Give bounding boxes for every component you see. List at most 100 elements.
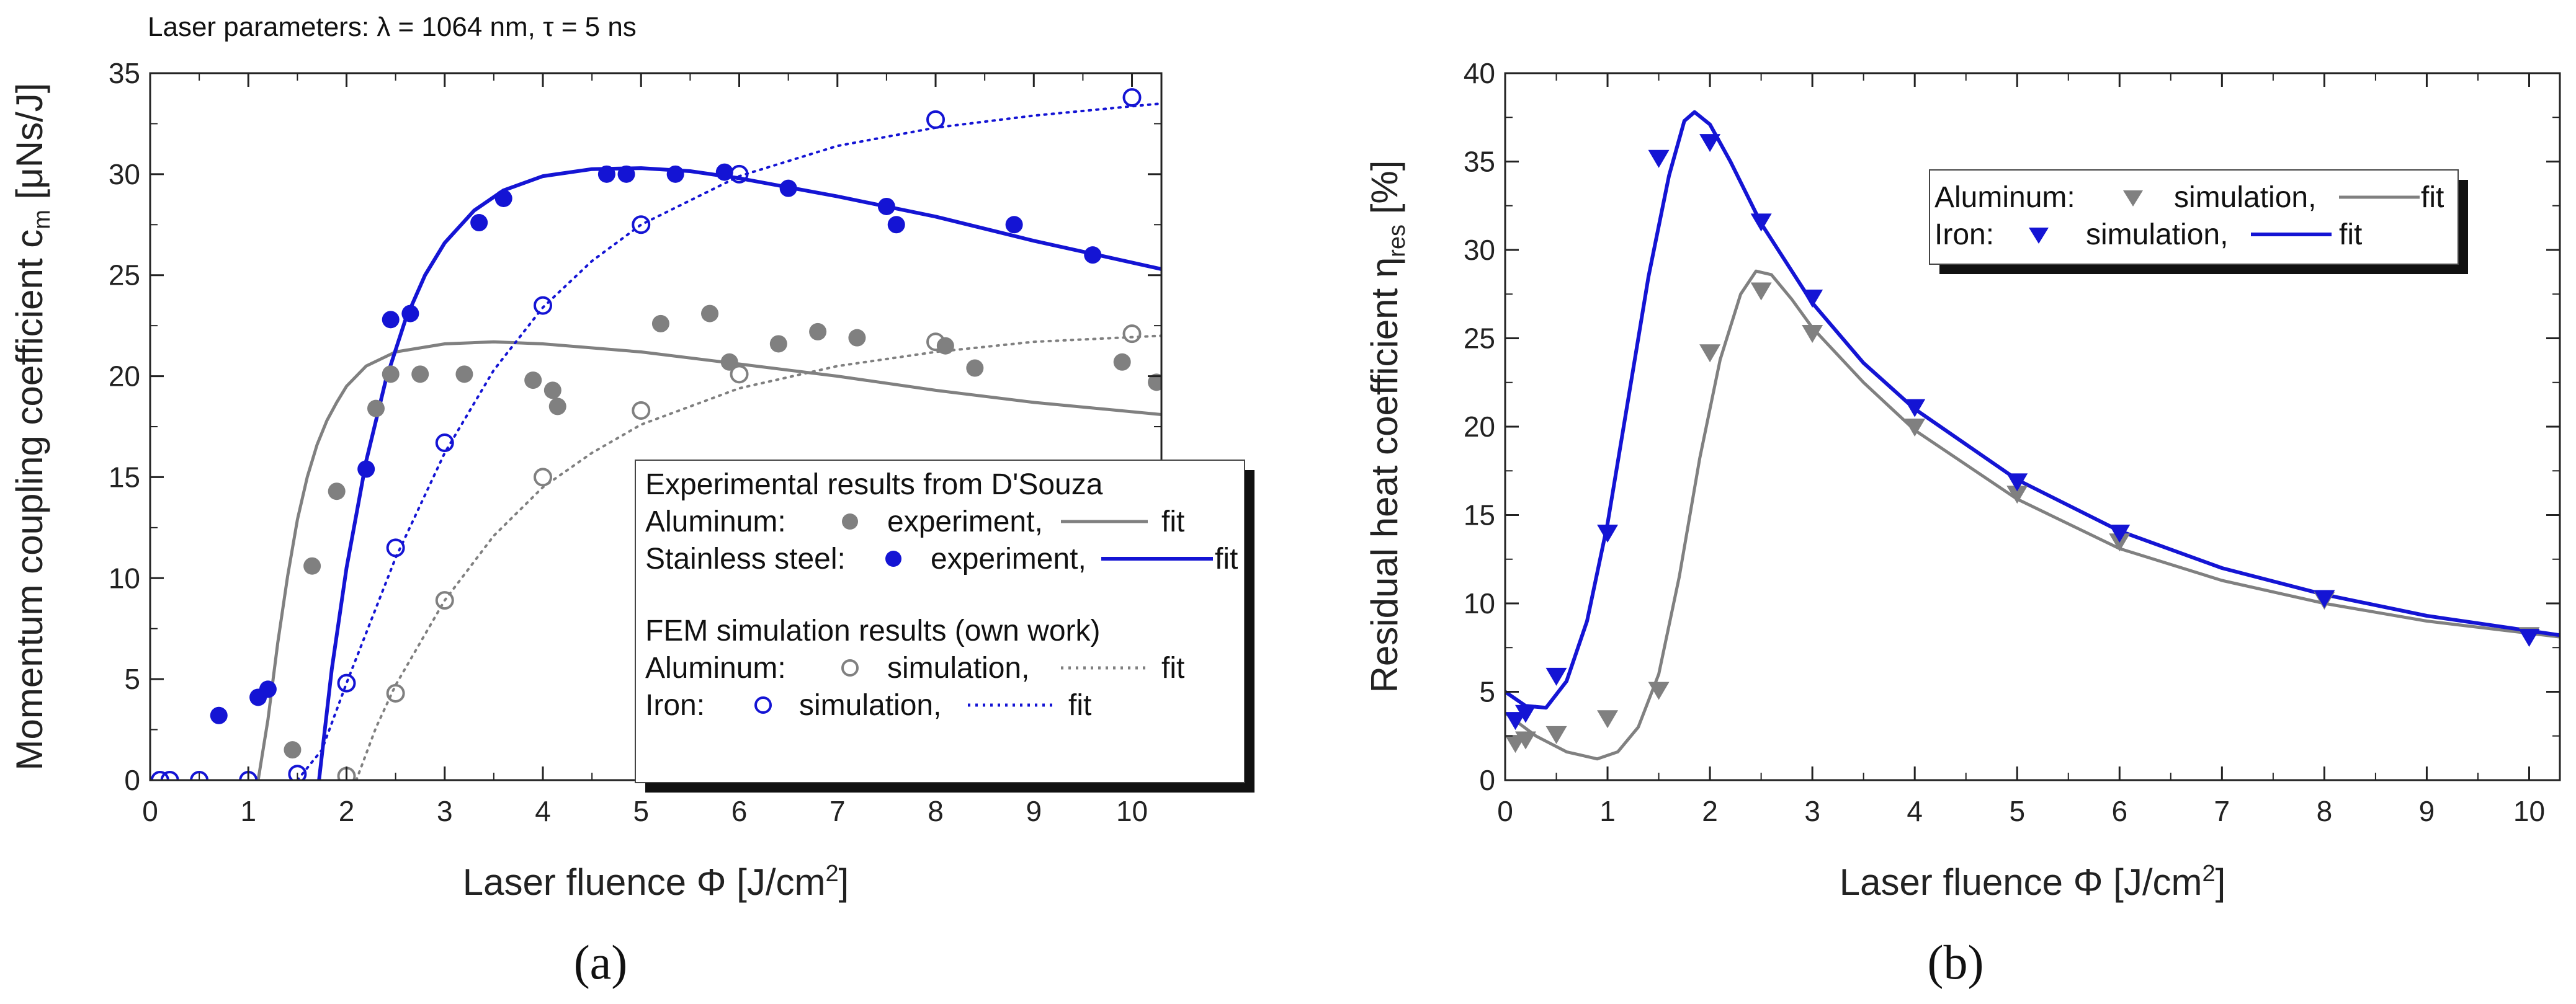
data-point-b-1: [2314, 590, 2335, 608]
panel-label-a: (a): [574, 935, 628, 989]
y-tick-label-a: 15: [109, 461, 140, 493]
x-tick-label-a: 0: [142, 795, 158, 827]
legend-steel-exp-label: experiment,: [931, 543, 1086, 575]
y-tick-label-b: 40: [1464, 57, 1495, 89]
data-point-a-0: [303, 557, 321, 575]
legend-al-exp-marker: [842, 513, 858, 530]
data-point-a-2: [1122, 324, 1142, 344]
x-tick-label-a: 9: [1026, 795, 1042, 827]
data-point-a-0: [701, 304, 719, 322]
data-point-a-0: [720, 353, 738, 371]
x-tick-label-a: 10: [1116, 795, 1148, 827]
x-tick-label-b: 7: [2214, 795, 2230, 827]
data-point-b-0: [1648, 682, 1670, 700]
data-point-a-1: [494, 189, 512, 207]
data-point-a-0: [809, 322, 827, 340]
y-tick-label-b: 25: [1464, 322, 1495, 355]
data-point-b-1: [1505, 712, 1526, 731]
y-axis-title-b: Residual heat coefficient ηres [%]: [1364, 161, 1410, 693]
x-tick-label-b: 3: [1804, 795, 1820, 827]
data-point-a-2: [632, 401, 651, 420]
legend-al-sim-fit-label: fit: [1161, 652, 1184, 685]
data-point-a-1: [887, 216, 905, 234]
legend-al-sim-marker-b: [2123, 190, 2143, 207]
panel-label-b: (b): [1928, 935, 1984, 989]
data-point-a-3: [337, 673, 356, 693]
data-point-a-1: [597, 165, 615, 183]
chart-panel-a: 0 1 2 3 4 5 6 7 8 9 10 0 5 10 15 20 25 30 35 Laser fluence…: [9, 57, 1254, 989]
data-point-a-0: [367, 399, 385, 417]
data-point-b-0: [1699, 344, 1721, 363]
x-tick-label-b: 8: [2317, 795, 2333, 827]
legend-al-sim-label: simulation,: [887, 652, 1029, 685]
x-tick-label-a: 7: [830, 795, 846, 827]
legend-steel-exp-material: Stainless steel:: [645, 543, 846, 575]
legend-fe-sim-fit-label: fit: [1068, 689, 1091, 722]
legend-al-sim-material-b: Aluminum:: [1934, 181, 2075, 214]
x-tick-label-b: 2: [1702, 795, 1718, 827]
y-tick-label-b: 20: [1464, 411, 1495, 443]
data-point-a-3: [534, 296, 553, 315]
y-tick-label-b: 15: [1464, 499, 1495, 531]
data-point-a-0: [769, 335, 787, 353]
data-point-a-0: [543, 381, 561, 399]
data-point-a-3: [632, 215, 651, 234]
data-point-b-0: [1515, 731, 1537, 750]
x-tick-label-b: 9: [2419, 795, 2435, 827]
legend-box-b: [1929, 169, 2459, 265]
x-tick-label-a: 3: [437, 795, 453, 827]
legend-al-fit-label-b: fit: [2421, 181, 2444, 214]
data-point-a-3: [730, 164, 749, 184]
data-point-a-3: [288, 765, 307, 780]
legend-fe-sim-material-b: Iron:: [1934, 218, 1994, 251]
data-point-a-1: [401, 304, 419, 322]
data-point-b-0: [1904, 419, 1926, 437]
legend-fe-sim-material: Iron:: [645, 689, 705, 722]
data-point-b-1: [1648, 149, 1670, 168]
data-point-a-1: [666, 165, 684, 183]
y-axis-title-a: Momentum coupling coefficient cm [μNs/J]: [9, 83, 55, 771]
data-point-a-0: [524, 371, 542, 389]
y-tick-label-a: 30: [109, 158, 140, 190]
y-tick-label-b: 0: [1479, 764, 1495, 796]
data-point-a-0: [328, 482, 346, 500]
y-tick-label-b: 35: [1464, 146, 1495, 178]
legend-al-sim-marker: [841, 659, 859, 677]
legend-al-exp-fit-label: fit: [1161, 505, 1184, 538]
x-axis-title-a: Laser fluence Φ [J/cm2]: [463, 861, 849, 903]
series-line-a-2: [355, 334, 1161, 780]
x-tick-label-b: 6: [2111, 795, 2127, 827]
x-tick-label-b: 1: [1599, 795, 1616, 827]
data-point-a-1: [877, 197, 895, 215]
data-point-a-3: [160, 771, 179, 780]
legend-al-exp-material: Aluminum:: [645, 505, 786, 538]
data-point-a-1: [1084, 246, 1102, 264]
y-tick-label-a: 20: [109, 360, 140, 393]
data-point-b-1: [1597, 525, 1619, 543]
y-tick-label-b: 10: [1464, 587, 1495, 620]
data-point-a-1: [1163, 260, 1180, 278]
y-tick-label-b: 5: [1479, 676, 1495, 708]
data-point-a-1: [357, 460, 375, 478]
data-point-a-1: [259, 680, 277, 698]
data-point-a-1: [779, 179, 797, 197]
data-point-a-1: [617, 165, 635, 183]
legend-fe-fit-label-b: fit: [2339, 218, 2362, 251]
x-tick-label-b: 10: [2513, 795, 2545, 827]
legend-fe-sim-marker-b: [2029, 228, 2049, 244]
data-point-a-0: [848, 329, 866, 347]
x-tick-label-b: 0: [1497, 795, 1513, 827]
legend-fe-sim-label-b: simulation,: [2086, 218, 2228, 251]
data-point-b-1: [1750, 213, 1772, 232]
chart-panel-b: 0 1 2 3 4 5 6 7 8 9 10 0 5 10 15 20 25 30 35 40 Laser fluen…: [1364, 57, 2561, 989]
legend-a: Experimental results from D'Souza Alumin…: [635, 460, 1254, 793]
data-point-b-1: [1802, 289, 1823, 308]
y-tick-label-b: 30: [1464, 234, 1495, 266]
series-line-a-0: [256, 340, 1161, 780]
data-point-a-0: [382, 365, 400, 383]
data-point-a-2: [435, 591, 454, 610]
data-point-a-1: [1005, 216, 1023, 234]
data-point-a-2: [730, 365, 749, 384]
x-axis-title-b: Laser fluence Φ [J/cm2]: [1840, 861, 2226, 903]
data-point-a-0: [651, 314, 669, 332]
